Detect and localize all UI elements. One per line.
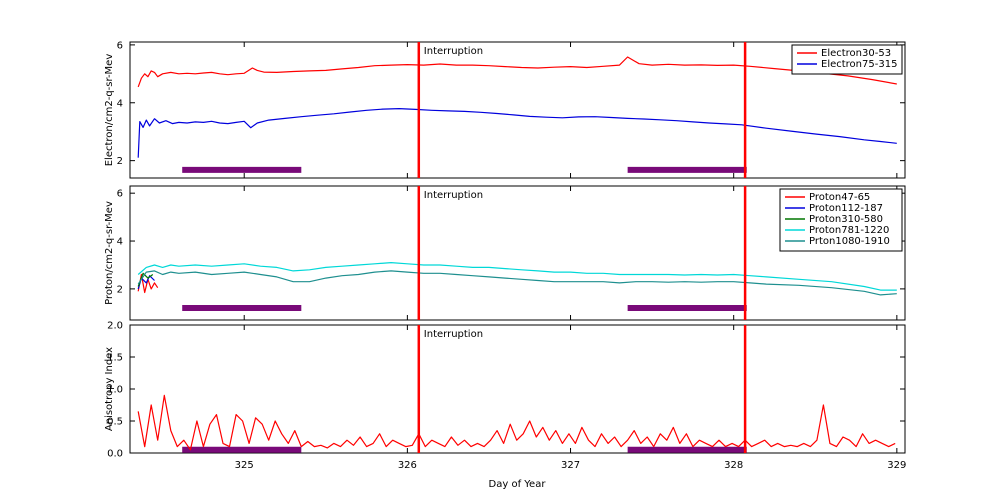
y-axis-label-proton: Proton/cm2-q-sr-Mev [104, 201, 115, 305]
y-tick-label: 2 [117, 284, 123, 295]
x-tick-label: 327 [561, 460, 580, 471]
panel-1-frame [129, 185, 906, 321]
panel-0-series [137, 56, 897, 158]
legend-label: Electron30-53 [821, 48, 891, 59]
interruption-label: Interruption [424, 46, 483, 57]
series-Electron30-53 [137, 56, 897, 88]
y-tick-label: 6 [117, 189, 123, 200]
y-tick-label: 2 [117, 156, 123, 167]
panel-0-frame [129, 41, 906, 179]
y-tick-label: 0.5 [107, 417, 123, 428]
legend-box [791, 44, 903, 75]
y-axis-label-anisotropy: Anisotropy Index [104, 347, 115, 431]
series-Electron75-315 [137, 107, 897, 158]
panel-2-series [137, 394, 896, 451]
interruption-label: Interruption [424, 329, 483, 340]
panel-2-frame [129, 324, 906, 454]
x-tick-label: 329 [887, 460, 906, 471]
y-tick-label: 2.0 [107, 321, 123, 332]
panel-1-series [137, 262, 897, 296]
legend-label: Electron75-315 [821, 59, 897, 70]
legend-label: Proton112-187 [809, 203, 883, 214]
legend-label: Prton1080-1910 [809, 236, 890, 247]
legend-label: Proton47-65 [809, 192, 870, 203]
y-tick-label: 4 [117, 237, 123, 248]
y-tick-label: 6 [117, 40, 123, 51]
legend-label: Proton310-580 [809, 214, 883, 225]
y-tick-label: 1.0 [107, 385, 123, 396]
interruption-label: Interruption [424, 190, 483, 201]
x-tick-label: 328 [724, 460, 743, 471]
y-tick-label: 0.0 [107, 449, 123, 460]
x-tick-label: 326 [398, 460, 417, 471]
x-axis-label: Day of Year [489, 479, 547, 490]
y-axis-label-electron: Electron/cm2-q-sr-Mev [104, 54, 115, 167]
series-AnisotropyIndex [137, 394, 896, 451]
y-tick-label: 4 [117, 98, 123, 109]
x-tick-label: 325 [235, 460, 254, 471]
series-Proton781-1220 [137, 262, 897, 291]
y-tick-label: 1.5 [107, 353, 123, 364]
series-Prton1080-1910 [137, 270, 897, 296]
legend-label: Proton781-1220 [809, 225, 889, 236]
